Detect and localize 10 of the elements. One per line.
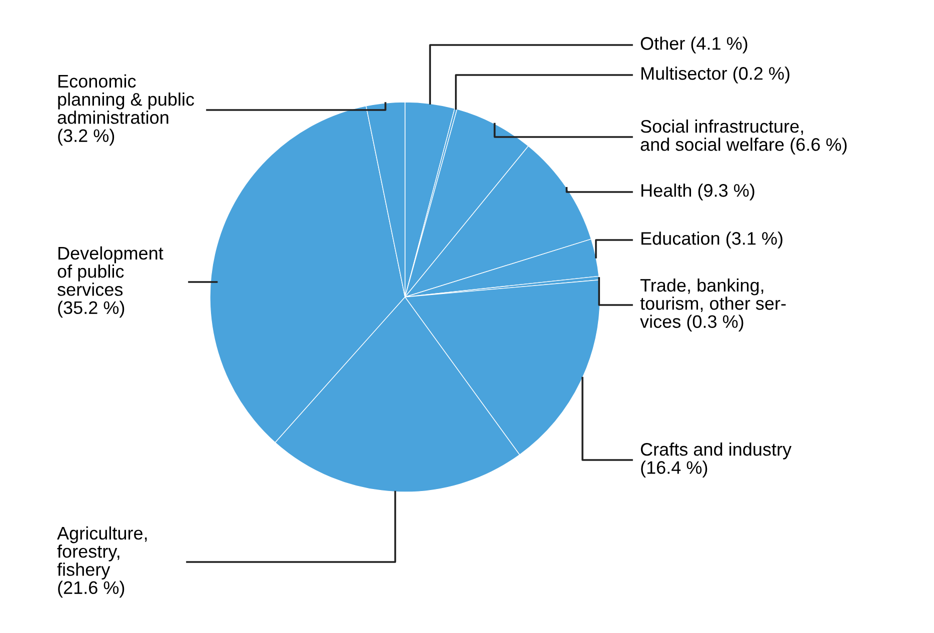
slice-label: Development of public services (35.2 %) bbox=[58, 246, 164, 318]
slice-label: Health (9.3 %) bbox=[641, 184, 754, 200]
slice-label: Agriculture, forestry, fishery (21.6 %) bbox=[57, 526, 147, 598]
slice-label: Multisector (0.2 %) bbox=[641, 66, 790, 84]
slice-label: Education (3.1 %) bbox=[641, 232, 782, 248]
slice-label: Economic planning & public administration (3.2 %) bbox=[58, 74, 194, 146]
slice-label: Other (4.1 %) bbox=[640, 36, 748, 54]
slice-label: Trade, banking, tourism, other ser- vices (0.3 %) bbox=[640, 278, 786, 332]
slice-label: Crafts and industry (16.4 %) bbox=[640, 442, 792, 478]
slice-label: Social infrastructure, and social welfare (6.6 %) bbox=[640, 120, 847, 154]
